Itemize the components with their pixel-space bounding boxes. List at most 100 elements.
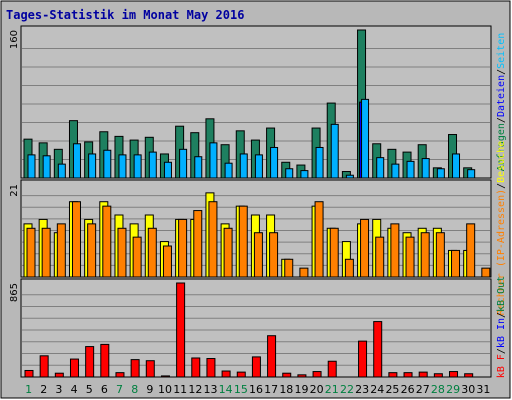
x-axis-day-label: 10 bbox=[158, 383, 172, 396]
legend-part: kB Out bbox=[496, 276, 507, 312]
x-axis-day-label: 23 bbox=[355, 383, 369, 396]
kb-f-bar bbox=[282, 372, 292, 378]
rechner-bar bbox=[102, 205, 112, 278]
legend-label: Rechner (IP-Adressen)/Besuche bbox=[496, 141, 507, 316]
kb-f-bar bbox=[449, 371, 459, 378]
legend-part: / bbox=[496, 183, 507, 189]
kb-f-bar bbox=[267, 335, 277, 378]
x-axis-day-label: 20 bbox=[310, 383, 324, 396]
rechner-bar bbox=[147, 227, 157, 278]
seiten-bar bbox=[27, 154, 36, 179]
kb-f-bar bbox=[100, 343, 110, 378]
x-axis-day-label: 11 bbox=[173, 383, 187, 396]
seiten-bar bbox=[330, 123, 339, 179]
x-axis-day-label: 12 bbox=[188, 383, 202, 396]
x-axis-day-label: 1 bbox=[25, 383, 32, 396]
x-axis-day-label: 26 bbox=[401, 383, 415, 396]
kb-f-bar bbox=[54, 372, 64, 378]
seiten-bar bbox=[72, 143, 81, 179]
legend-part: / bbox=[496, 312, 507, 318]
legend-label: kB F/kB In/kB Out bbox=[496, 276, 507, 378]
rechner-bar bbox=[26, 227, 36, 278]
kb-f-bar bbox=[403, 372, 413, 378]
kb-f-bar bbox=[130, 359, 140, 378]
legend-part: Seiten bbox=[496, 33, 507, 69]
seiten-bar bbox=[194, 156, 203, 179]
rechner-bar bbox=[162, 245, 172, 278]
seiten-bar bbox=[179, 148, 188, 179]
seiten-bar bbox=[315, 146, 324, 179]
seiten-bar bbox=[103, 149, 112, 179]
legend-part: kB F bbox=[496, 354, 507, 378]
seiten-bar bbox=[391, 163, 400, 179]
kb-f-bar bbox=[115, 372, 125, 378]
seiten-bar bbox=[254, 154, 263, 179]
rechner-bar bbox=[405, 236, 415, 278]
seiten-bar bbox=[270, 146, 279, 179]
kb-f-bar bbox=[373, 321, 383, 378]
x-axis-day-label: 22 bbox=[340, 383, 354, 396]
legend-label: Anfragen/Dateien/Seiten bbox=[496, 33, 507, 172]
legend-part: kB In bbox=[496, 318, 507, 348]
seiten-bar bbox=[163, 161, 172, 179]
x-axis-day-label: 5 bbox=[86, 383, 93, 396]
kb-f-bar bbox=[433, 373, 443, 378]
rechner-bar bbox=[481, 267, 491, 278]
seiten-bar bbox=[239, 153, 248, 179]
rechner-bar bbox=[208, 201, 218, 278]
kb-f-bar bbox=[236, 371, 246, 378]
seiten-bar bbox=[133, 154, 142, 179]
seiten-bar bbox=[300, 170, 309, 179]
seiten-bar bbox=[118, 154, 127, 179]
rechner-bar bbox=[451, 249, 461, 278]
x-axis-day-label: 16 bbox=[249, 383, 263, 396]
kb-f-bar bbox=[160, 375, 170, 378]
x-axis-day-label: 4 bbox=[71, 383, 78, 396]
rechner-bar bbox=[329, 227, 339, 278]
rechner-bar bbox=[56, 223, 66, 278]
seiten-bar bbox=[467, 169, 476, 179]
kb-f-bar bbox=[221, 370, 231, 378]
seiten-bar bbox=[345, 174, 354, 179]
rechner-bar bbox=[284, 258, 294, 278]
x-axis-day-label: 13 bbox=[204, 383, 218, 396]
rechner-bar bbox=[269, 232, 279, 278]
x-axis-day-label: 27 bbox=[416, 383, 430, 396]
x-axis-day-label: 21 bbox=[325, 383, 339, 396]
x-axis-day-label: 18 bbox=[279, 383, 293, 396]
seiten-bar bbox=[42, 155, 51, 179]
y-axis-max-label: 160 bbox=[9, 30, 20, 49]
rechner-bar bbox=[178, 218, 188, 278]
legend-part: / bbox=[496, 117, 507, 123]
rechner-bar bbox=[299, 267, 309, 278]
kb-f-bar bbox=[358, 340, 368, 378]
kb-f-bar bbox=[39, 355, 49, 378]
rechner-bar bbox=[314, 201, 324, 278]
seiten-bar bbox=[148, 151, 157, 179]
x-axis-day-label: 15 bbox=[234, 383, 248, 396]
x-axis-day-label: 3 bbox=[55, 383, 62, 396]
kb-f-bar bbox=[206, 358, 216, 378]
rechner-bar bbox=[193, 210, 203, 278]
seiten-bar bbox=[88, 153, 97, 179]
x-axis-day-label: 19 bbox=[294, 383, 308, 396]
legend-part: Anfragen bbox=[496, 123, 507, 171]
seiten-bar bbox=[406, 160, 415, 179]
seiten-bar bbox=[376, 157, 385, 179]
seiten-bar bbox=[421, 158, 430, 179]
kb-f-bar bbox=[145, 360, 155, 378]
x-axis-day-label: 7 bbox=[116, 383, 123, 396]
y-axis-max-label: 21 bbox=[9, 184, 20, 197]
chart-title: Tages-Statistik im Monat May 2016 bbox=[6, 8, 244, 22]
kb-f-bar bbox=[24, 369, 34, 378]
kb-f-bar bbox=[388, 372, 398, 378]
seiten-bar bbox=[452, 153, 461, 179]
rechner-bar bbox=[375, 236, 385, 278]
x-axis-day-label: 24 bbox=[370, 383, 384, 396]
x-axis-day-label: 17 bbox=[264, 383, 278, 396]
kb-f-bar bbox=[312, 371, 322, 378]
